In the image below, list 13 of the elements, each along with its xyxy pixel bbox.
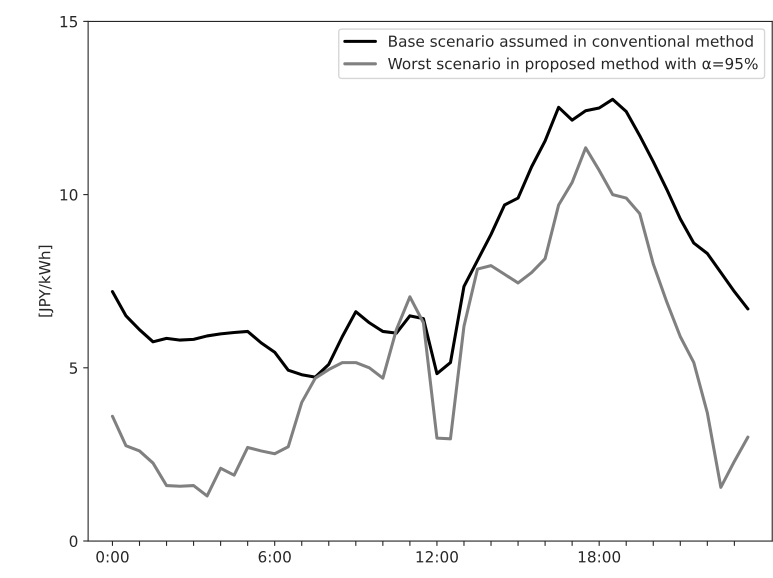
x-tick-label: 6:00 <box>258 551 291 563</box>
legend-label: Worst scenario in proposed method with α=95% <box>388 58 758 72</box>
y-tick-label: 10 <box>60 189 78 201</box>
x-tick-label: 0:00 <box>96 551 129 563</box>
line-series <box>110 98 750 379</box>
x-tick-label: 12:00 <box>416 551 458 563</box>
y-tick-label: 0 <box>70 535 78 548</box>
y-tick-label: 5 <box>70 362 78 374</box>
y-tick-label: 15 <box>60 16 78 28</box>
legend-label: Base scenario assumed in conventional method <box>389 35 753 47</box>
x-tick-label: 18:00 <box>578 551 620 563</box>
line-series <box>110 146 750 498</box>
y-axis-title: [JPY/kWh] <box>38 246 54 317</box>
